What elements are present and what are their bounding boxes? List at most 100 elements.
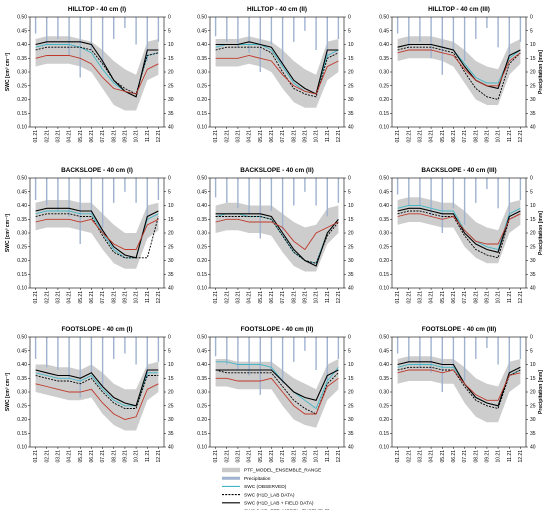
precip-bar	[304, 178, 306, 192]
precip-bar	[326, 17, 328, 59]
precip-bar	[113, 337, 115, 359]
y2-tick-label: 30	[168, 258, 174, 264]
precip-bar	[430, 178, 432, 217]
precip-bar	[68, 178, 70, 217]
y-tick-label: 0.10	[197, 445, 207, 451]
y-tick-label: 0.15	[197, 431, 207, 437]
x-tick-label: 02.21	[224, 450, 230, 463]
y-tick-label: 0.30	[197, 231, 207, 237]
x-tick-label: 12.21	[518, 130, 524, 143]
x-tick-label: 12.21	[336, 450, 342, 463]
precip-bar	[34, 178, 37, 200]
y-tick-label: 0.25	[17, 403, 27, 409]
panel-title: BACKSLOPE - 40 cm (III)	[421, 167, 496, 174]
x-tick-label: 01.21	[213, 450, 219, 463]
precip-bar	[226, 17, 228, 42]
y2-tick-label: 40	[530, 445, 536, 451]
precip-bar	[101, 337, 104, 387]
x-tick-label: 05.21	[440, 450, 446, 463]
series-line-ensemble	[35, 55, 159, 95]
x-tick-label: 03.21	[56, 450, 62, 463]
precip-bar	[293, 178, 295, 206]
y2-tick-label: 10	[168, 362, 174, 368]
y-tick-label: 0.35	[17, 376, 27, 382]
x-tick-label: 11.21	[145, 130, 151, 142]
y2-tick-label: 15	[530, 376, 536, 382]
series-line-field	[215, 369, 339, 401]
y-tick-label: 0.30	[379, 390, 389, 396]
x-tick-label: 02.21	[44, 130, 50, 143]
x-tick-label: 02.21	[406, 291, 412, 304]
precip-bar	[90, 337, 93, 373]
y-tick-label: 0.10	[379, 125, 389, 131]
precip-bar	[452, 178, 455, 209]
y2-tick-label: 40	[348, 125, 354, 131]
precip-bar	[90, 178, 93, 214]
ensemble-range-band	[215, 36, 339, 108]
y-tick-label: 0.15	[197, 272, 207, 278]
y2-tick-label: 40	[348, 286, 354, 292]
precip-bar	[293, 17, 295, 42]
y2-tick-label: 35	[530, 431, 536, 437]
y-tick-label: 0.25	[379, 403, 389, 409]
precip-bar	[326, 337, 328, 381]
y-tick-label: 0.10	[379, 286, 389, 292]
x-tick-label: 08.21	[473, 130, 479, 143]
y2-axis-label: Precipitation [mm]	[538, 370, 544, 414]
y-tick-label: 0.30	[197, 70, 207, 76]
x-tick-label: 03.21	[418, 450, 424, 463]
x-tick-label: 11.21	[325, 450, 331, 462]
precip-bar	[408, 337, 410, 362]
x-tick-label: 01.21	[33, 291, 39, 304]
y-tick-label: 0.50	[197, 335, 207, 341]
y-tick-label: 0.35	[197, 376, 207, 382]
y-tick-label: 0.30	[379, 70, 389, 76]
y2-tick-label: 5	[168, 189, 171, 195]
y-tick-label: 0.15	[17, 272, 27, 278]
y-tick-label: 0.25	[379, 244, 389, 250]
y2-tick-label: 40	[168, 445, 174, 451]
y-tick-label: 0.35	[17, 56, 27, 62]
series-line-observed	[397, 205, 521, 251]
y2-tick-label: 20	[168, 390, 174, 396]
precip-bar	[463, 337, 466, 381]
panel-3: 0.10 0.15 0.20 0.25 0.30 0.35 0.40 0.45 0.50 0 5 10…	[379, 6, 544, 143]
precip-bar	[124, 337, 126, 354]
precip-bar	[519, 337, 522, 359]
y2-tick-label: 5	[348, 28, 351, 34]
y-tick-label: 0.50	[197, 15, 207, 21]
precip-bar	[337, 17, 340, 39]
y2-tick-label: 20	[168, 231, 174, 237]
y-tick-label: 0.45	[197, 189, 207, 195]
y2-tick-label: 30	[530, 258, 536, 264]
x-tick-label: 06.21	[451, 450, 457, 463]
y-tick-label: 0.30	[17, 390, 27, 396]
precip-bar	[135, 337, 137, 365]
legend-item-range: PTF_MODEL_ENSEMBLE_RANGE	[222, 468, 321, 474]
precip-bar	[157, 337, 160, 362]
y-tick-label: 0.25	[17, 83, 27, 89]
precip-bar	[419, 337, 421, 368]
legend-label: SWC (H1D_PTF_MODEL_ENSEMBLE)	[244, 509, 330, 510]
x-tick-label: 02.21	[224, 291, 230, 304]
precip-bar	[90, 17, 93, 50]
x-tick-label: 05.21	[258, 130, 264, 143]
y2-tick-label: 5	[348, 189, 351, 195]
y2-tick-label: 15	[168, 376, 174, 382]
x-tick-label: 06.21	[451, 130, 457, 143]
y-tick-label: 0.20	[17, 258, 27, 264]
y-tick-label: 0.10	[17, 286, 27, 292]
y-tick-label: 0.20	[17, 97, 27, 103]
y2-axis-label: Precipitation [mm]	[538, 211, 544, 255]
x-tick-label: 04.21	[67, 450, 73, 463]
y2-tick-label: 35	[348, 431, 354, 437]
precip-bar	[475, 337, 477, 359]
x-tick-label: 02.21	[406, 130, 412, 143]
y2-tick-label: 35	[168, 111, 174, 117]
x-tick-label: 04.21	[247, 450, 253, 463]
y-tick-label: 0.40	[197, 42, 207, 48]
precip-bar	[34, 17, 37, 34]
series-line-field	[397, 361, 521, 407]
legend-label: SWC (OBSERVED)	[244, 484, 287, 490]
panel-title: BACKSLOPE - 40 cm (II)	[240, 167, 314, 174]
